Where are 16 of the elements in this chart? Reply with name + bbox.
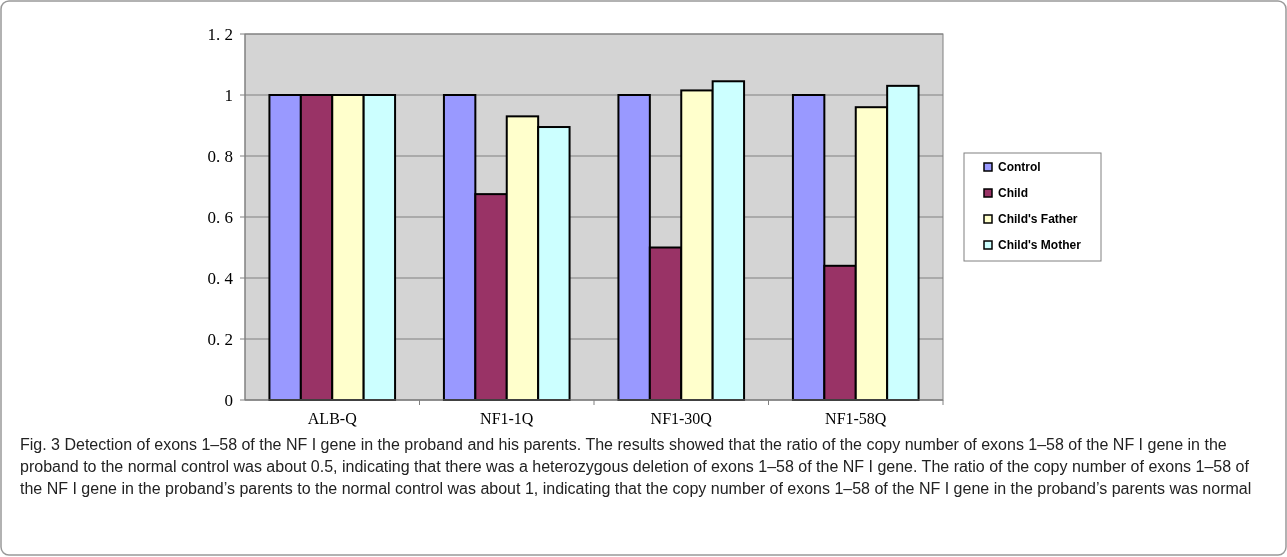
x-tick-label: ALB-Q [307, 410, 358, 427]
y-tick-label: 0. 2 [207, 329, 233, 349]
x-tick-label: NF1-58Q [825, 410, 887, 427]
x-tick-label: NF1-30Q [650, 410, 713, 427]
y-tick-label: 0. 6 [207, 207, 233, 227]
y-tick-label: 1. 2 [207, 24, 233, 44]
y-tick-label: 0 [224, 390, 233, 410]
caption: Fig. 3 Detection of exons 1–58 of the NF I gene in the proband and his parents. The results showed that the ratio of the copy number of exons 1–58 of the NF I gene in the proband to the normal control was about 0.5, indicating that there was a heterozygous deletion of exons 1–58 of the NF I gene. The ratio of the copy number of exons 1–58 of the NF I gene in the proband’s parents to the normal control was about 1, indicating that the copy number of exons 1–58 of the NF I gene in the proband’s parents was normal [20, 436, 1252, 497]
x-tick-label: NF1-1Q [480, 410, 534, 427]
y-tick-label: 1 [224, 85, 233, 105]
legend-label: Control [998, 160, 1041, 175]
legend-label: Child [998, 186, 1028, 201]
legend-label: Child's Father [998, 212, 1078, 227]
y-tick-label: 0. 8 [207, 146, 233, 166]
legend-label: Child's Mother [998, 238, 1082, 253]
y-tick-label: 0. 4 [207, 268, 234, 288]
